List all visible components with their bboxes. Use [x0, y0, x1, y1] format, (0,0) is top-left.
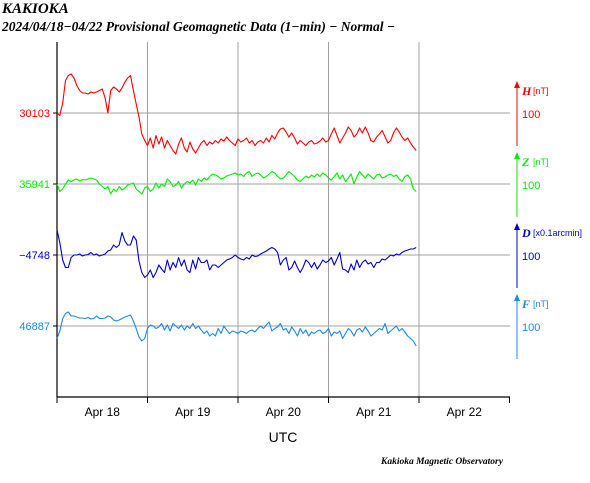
component-label-d: D: [521, 226, 531, 240]
scale-value-d: 100: [522, 251, 540, 263]
scale-value-z: 100: [522, 180, 540, 192]
scale-arrow-f: [514, 294, 520, 301]
unit-label-z: [nT]: [533, 157, 549, 167]
series-line-f: [56, 311, 417, 347]
series-line-h: [56, 73, 417, 155]
observatory-credit: Kakioka Magnetic Observatory: [381, 457, 503, 467]
x-tick-label: Apr 19: [175, 405, 211, 419]
x-tick-label: Apr 18: [85, 405, 121, 419]
series-layer: [56, 73, 417, 347]
x-tick-label: Apr 20: [266, 405, 302, 419]
scale-arrow-d: [514, 223, 520, 230]
baseline-label-h: 30103: [19, 108, 50, 120]
baseline-label-z: 35941: [19, 179, 50, 191]
chart-grid: [57, 42, 510, 397]
component-label-f: F: [521, 297, 530, 311]
series-line-d: [56, 229, 417, 279]
x-tick-label: Apr 22: [447, 405, 483, 419]
component-label-h: H: [521, 84, 532, 98]
baseline-label-d: −4748: [19, 250, 50, 262]
chart-subtitle: 2024/04/18−04/22 Provisional Geomagnetic…: [2, 19, 396, 34]
chart-frame: [53, 42, 510, 403]
scale-arrow-z: [514, 152, 520, 159]
unit-label-f: [nT]: [533, 299, 549, 309]
component-label-z: Z: [521, 155, 530, 169]
scale-value-f: 100: [522, 322, 540, 334]
unit-label-h: [nT]: [533, 86, 549, 96]
scale-value-h: 100: [522, 109, 540, 121]
station-title: KAKIOKA: [2, 1, 69, 17]
x-tick-label: Apr 21: [356, 405, 392, 419]
series-line-z: [56, 170, 417, 195]
x-axis-label: UTC: [269, 429, 298, 445]
scale-arrow-h: [514, 81, 520, 88]
baseline-label-f: 46887: [19, 321, 50, 333]
unit-label-d: [x0.1arcmin]: [533, 228, 582, 238]
